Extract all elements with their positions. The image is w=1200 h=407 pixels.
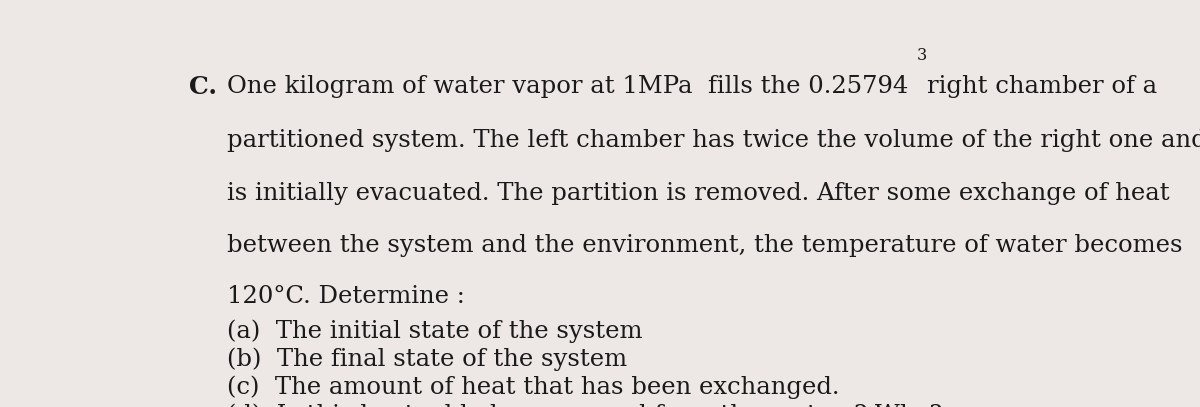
- Text: right chamber of a: right chamber of a: [926, 75, 1157, 98]
- Text: partitioned system. The left chamber has twice the volume of the right one and: partitioned system. The left chamber has…: [227, 129, 1200, 152]
- Text: is initially evacuated. The partition is removed. After some exchange of heat: is initially evacuated. The partition is…: [227, 182, 1170, 205]
- Text: (c)  The amount of heat that has been exchanged.: (c) The amount of heat that has been exc…: [227, 375, 840, 399]
- Text: (a)  The initial state of the system: (a) The initial state of the system: [227, 319, 643, 343]
- Text: C.: C.: [190, 75, 217, 99]
- Text: (b)  The final state of the system: (b) The final state of the system: [227, 347, 628, 371]
- Text: between the system and the environment, the temperature of water becomes: between the system and the environment, …: [227, 234, 1183, 257]
- Text: 3: 3: [917, 47, 926, 64]
- Text: One kilogram of water vapor at 1MPa  fills the 0.25794: One kilogram of water vapor at 1MPa fill…: [227, 75, 917, 98]
- Text: 120°C. Determine :: 120°C. Determine :: [227, 285, 466, 309]
- Text: (d)  Is this heat added or removed from the system? Why?: (d) Is this heat added or removed from t…: [227, 404, 942, 407]
